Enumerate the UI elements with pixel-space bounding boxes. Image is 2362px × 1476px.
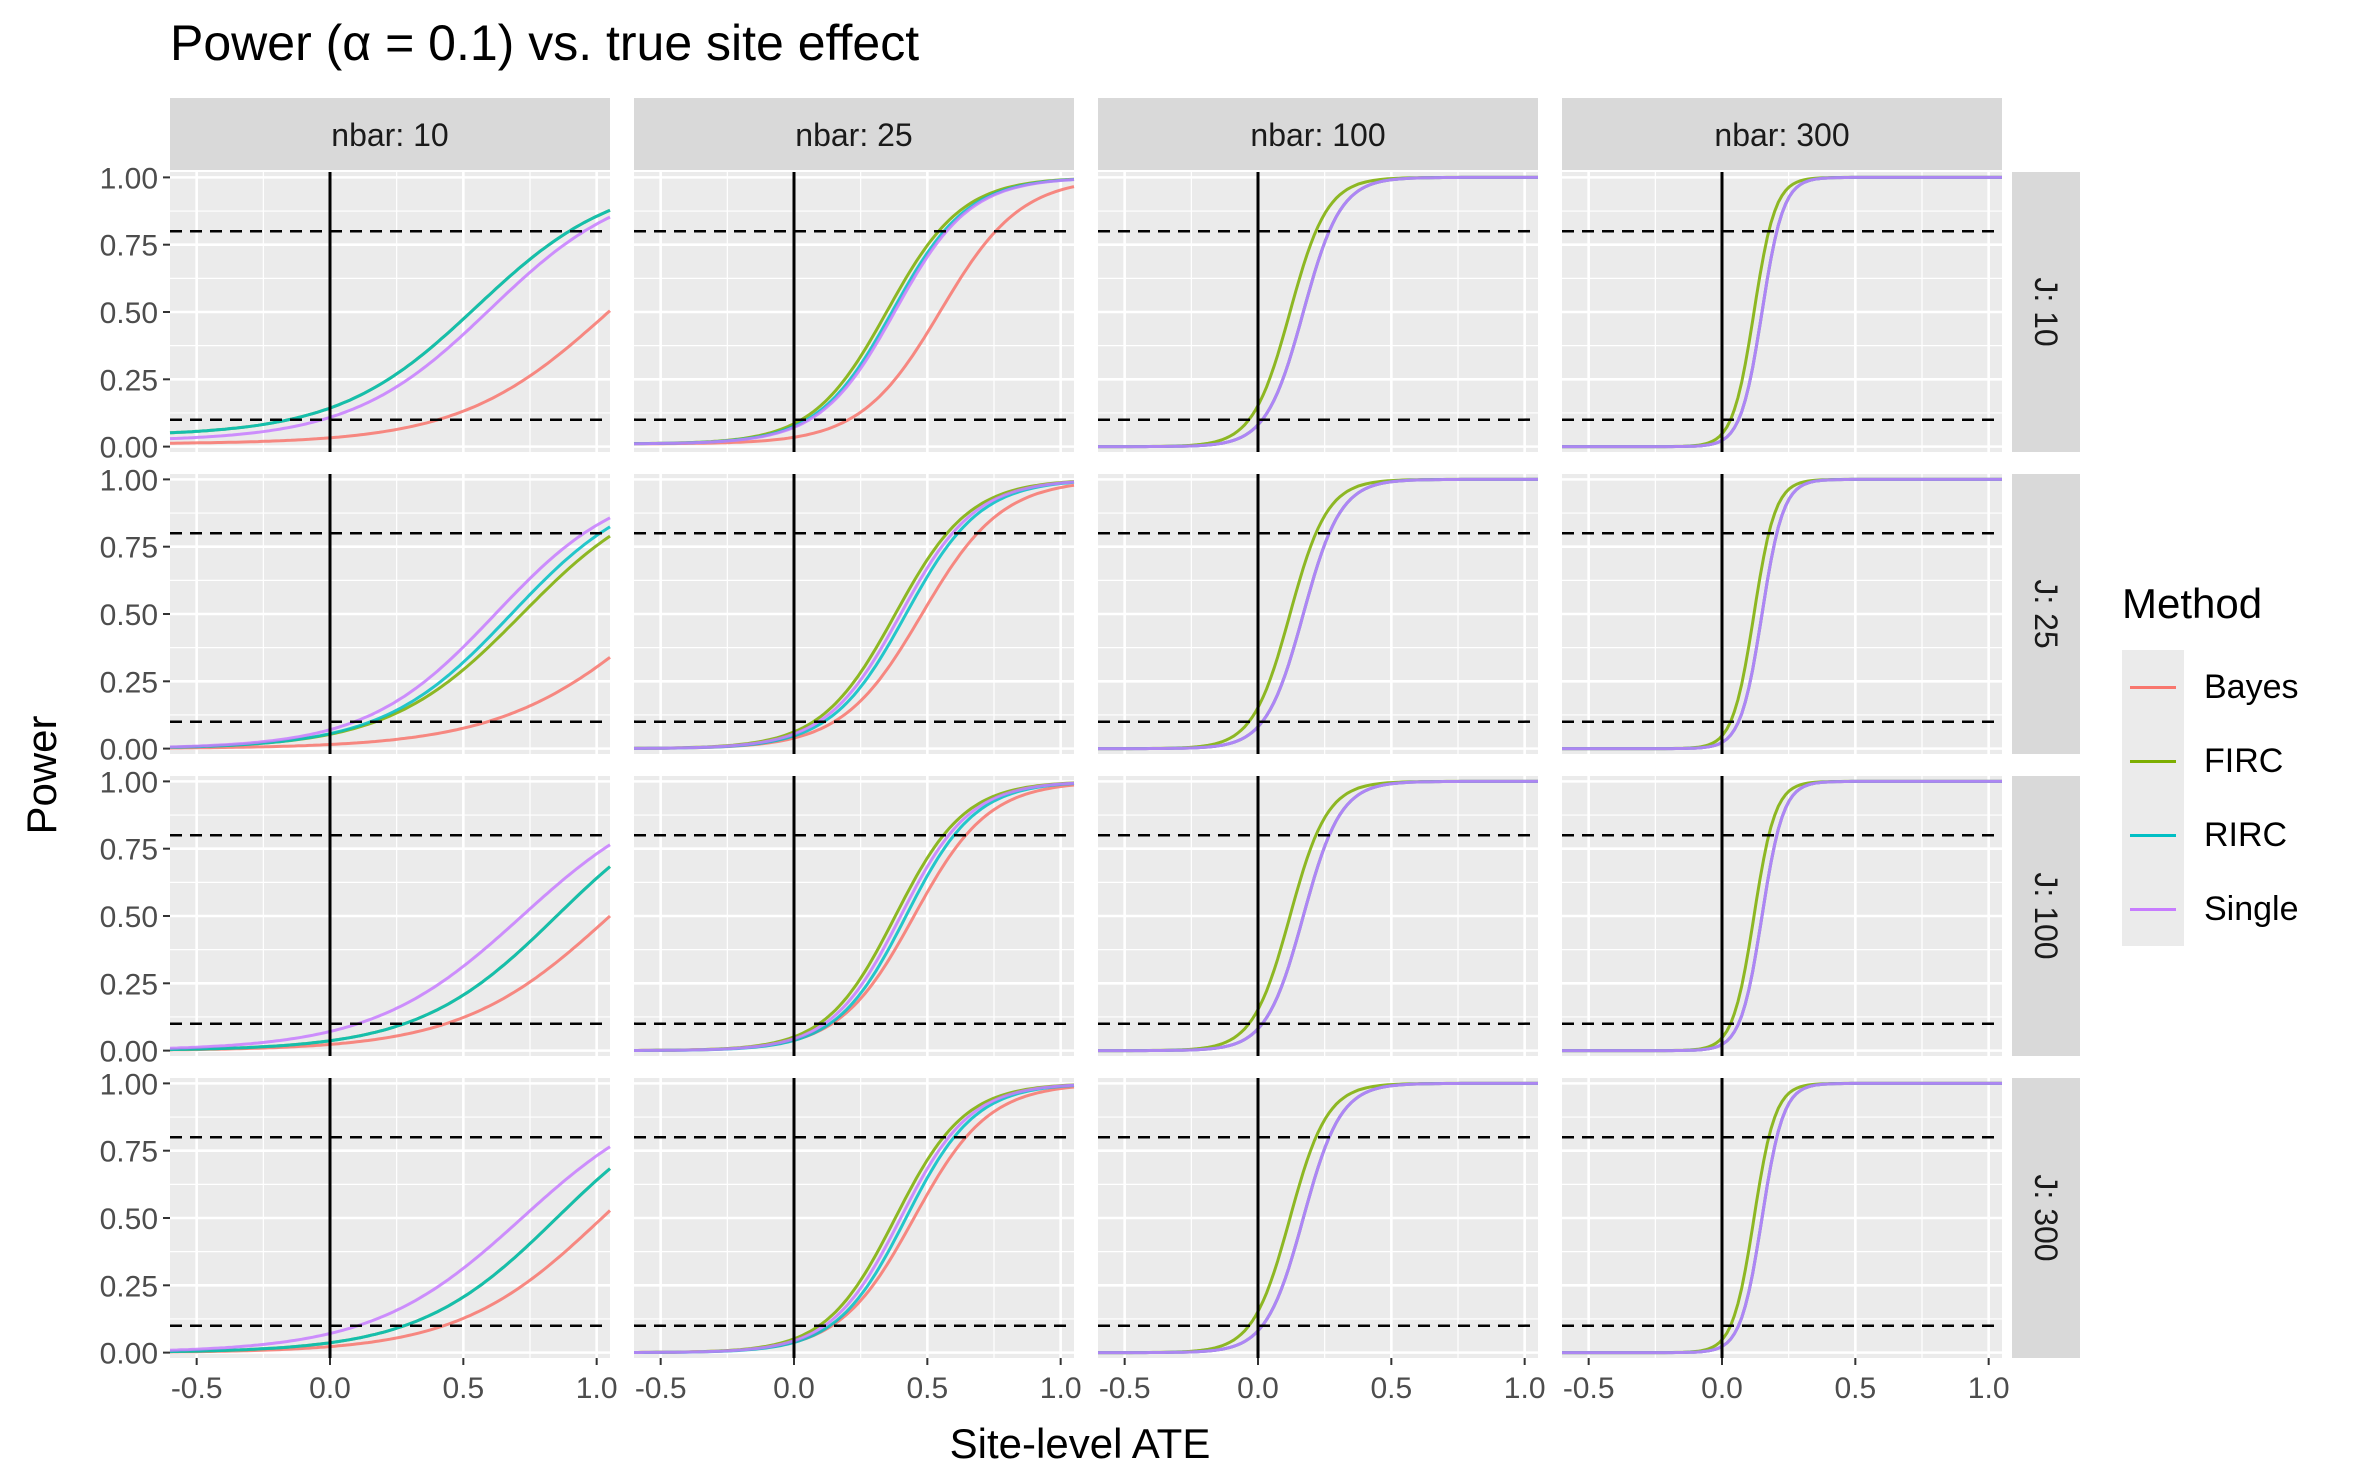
x-tick-label: 0.0 bbox=[309, 1372, 351, 1405]
series-line-single bbox=[1562, 1081, 2002, 1355]
y-tick-label: 0.50 bbox=[100, 1203, 158, 1236]
legend-key bbox=[2122, 650, 2184, 724]
facet-strip-row bbox=[2012, 474, 2080, 754]
legend-item-rirc: RIRC bbox=[2122, 798, 2299, 872]
legend-label: Bayes bbox=[2204, 667, 2299, 706]
y-tick-label: 0.00 bbox=[100, 432, 158, 465]
series-line-rirc bbox=[169, 865, 611, 1052]
x-tick-label: 0.5 bbox=[1370, 1372, 1412, 1405]
series-line-single bbox=[1562, 175, 2002, 449]
facet-label-col: nbar: 300 bbox=[1714, 117, 1849, 153]
y-tick-label: 0.75 bbox=[100, 230, 158, 263]
y-tick-label: 0.25 bbox=[100, 1270, 158, 1303]
facet-strip-row bbox=[2012, 776, 2080, 1056]
facet-strip-row bbox=[2012, 172, 2080, 452]
series-line-single bbox=[1098, 779, 1538, 1053]
series-line-rirc bbox=[169, 1167, 611, 1354]
x-tick-label: 1.0 bbox=[576, 1372, 618, 1405]
y-tick-label: 0.50 bbox=[100, 901, 158, 934]
facet-label-row: J: 25 bbox=[2028, 579, 2064, 648]
legend-swatch-bayes bbox=[2130, 686, 2176, 689]
x-axis-title: Site-level ATE bbox=[950, 1420, 1211, 1467]
legend-item-firc: FIRC bbox=[2122, 724, 2299, 798]
series-line-bayes bbox=[169, 656, 611, 750]
y-tick-label: 1.00 bbox=[100, 162, 158, 195]
x-tick-label: 0.5 bbox=[906, 1372, 948, 1405]
x-tick-label: -0.5 bbox=[171, 1372, 223, 1405]
legend-swatch-firc bbox=[2130, 760, 2176, 763]
legend-label: FIRC bbox=[2204, 741, 2284, 780]
legend-item-single: Single bbox=[2122, 872, 2299, 946]
x-tick-label: 1.0 bbox=[1968, 1372, 2010, 1405]
facet-strip-col bbox=[170, 98, 610, 170]
series-line-single bbox=[634, 781, 1075, 1052]
facet-strip-row bbox=[2012, 1078, 2080, 1358]
y-tick-label: 0.25 bbox=[100, 364, 158, 397]
facet-strip-col bbox=[1098, 98, 1538, 170]
facet-strip-col bbox=[634, 98, 1074, 170]
y-tick-label: 0.50 bbox=[100, 297, 158, 330]
y-tick-label: 1.00 bbox=[100, 766, 158, 799]
facet-label-col: nbar: 100 bbox=[1250, 117, 1385, 153]
y-tick-label: 0.50 bbox=[100, 599, 158, 632]
facet-strip-col bbox=[1562, 98, 2002, 170]
x-tick-label: 1.0 bbox=[1040, 1372, 1082, 1405]
series-line-single bbox=[634, 480, 1075, 750]
y-tick-label: 0.75 bbox=[100, 834, 158, 867]
series-line-single bbox=[634, 178, 1075, 446]
x-tick-label: -0.5 bbox=[1099, 1372, 1151, 1405]
legend-item-bayes: Bayes bbox=[2122, 650, 2299, 724]
facet-label-row: J: 100 bbox=[2028, 872, 2064, 959]
legend-key bbox=[2122, 798, 2184, 872]
facet-label-col: nbar: 10 bbox=[331, 117, 448, 153]
x-tick-label: 0.0 bbox=[773, 1372, 815, 1405]
chart-title: Power (α = 0.1) vs. true site effect bbox=[170, 15, 920, 71]
y-tick-label: 1.00 bbox=[100, 1068, 158, 1101]
series-line-single bbox=[169, 516, 611, 749]
y-tick-label: 0.25 bbox=[100, 666, 158, 699]
series-line-single bbox=[1098, 175, 1538, 449]
series-line-single bbox=[169, 1145, 611, 1352]
y-tick-label: 0.75 bbox=[100, 532, 158, 565]
legend-key bbox=[2122, 724, 2184, 798]
facet-label-row: J: 300 bbox=[2028, 1174, 2064, 1261]
x-tick-label: 0.0 bbox=[1701, 1372, 1743, 1405]
y-tick-label: 0.00 bbox=[100, 1338, 158, 1371]
y-tick-label: 0.00 bbox=[100, 1036, 158, 1069]
series-line-single bbox=[1098, 477, 1538, 751]
y-tick-label: 1.00 bbox=[100, 464, 158, 497]
x-tick-label: -0.5 bbox=[1563, 1372, 1615, 1405]
y-tick-label: 0.00 bbox=[100, 734, 158, 767]
x-tick-label: 0.5 bbox=[1834, 1372, 1876, 1405]
series-line-single bbox=[169, 215, 611, 441]
series-line-single bbox=[1562, 477, 2002, 751]
legend-swatch-single bbox=[2130, 908, 2176, 911]
legend: Method Bayes FIRC RIRC Single bbox=[2122, 580, 2299, 946]
series-line-single bbox=[169, 843, 611, 1050]
legend-label: RIRC bbox=[2204, 815, 2288, 854]
facet-label-col: nbar: 25 bbox=[795, 117, 912, 153]
series-line-single bbox=[1098, 1081, 1538, 1355]
series-line-rirc bbox=[169, 208, 611, 435]
legend-swatch-rirc bbox=[2130, 834, 2176, 837]
series-line-bayes bbox=[170, 309, 611, 445]
series-line-single bbox=[634, 1083, 1075, 1354]
x-tick-label: 0.5 bbox=[442, 1372, 484, 1405]
series-line-single bbox=[1562, 779, 2002, 1053]
facet-label-row: J: 10 bbox=[2028, 277, 2064, 346]
legend-label: Single bbox=[2204, 889, 2299, 928]
x-tick-label: 0.0 bbox=[1237, 1372, 1279, 1405]
legend-title: Method bbox=[2122, 580, 2263, 627]
legend-key bbox=[2122, 872, 2184, 946]
y-tick-label: 0.25 bbox=[100, 968, 158, 1001]
x-tick-label: 1.0 bbox=[1504, 1372, 1546, 1405]
x-tick-label: -0.5 bbox=[635, 1372, 687, 1405]
y-axis-title: Power bbox=[18, 715, 65, 834]
y-tick-label: 0.75 bbox=[100, 1136, 158, 1169]
